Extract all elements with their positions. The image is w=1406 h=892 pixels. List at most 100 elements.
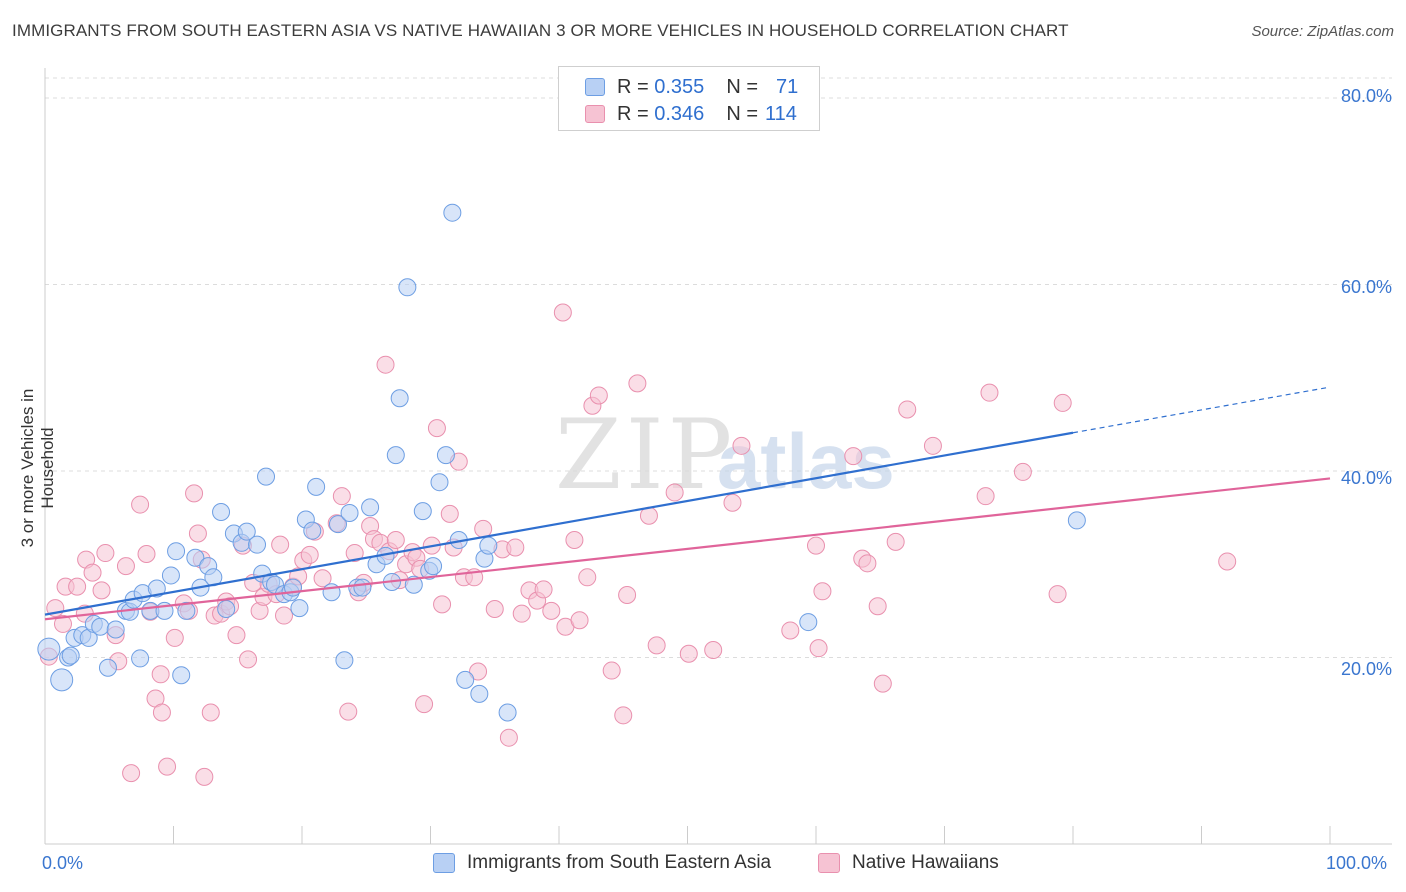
point-native-hawaiians — [339, 702, 358, 721]
point-native-hawaiians — [53, 614, 72, 633]
point-immigrants-south-eastern-asia — [237, 522, 256, 541]
point-native-hawaiians — [534, 580, 553, 599]
point-native-hawaiians — [300, 545, 319, 564]
point-immigrants-south-eastern-asia — [443, 203, 462, 222]
point-native-hawaiians — [499, 728, 518, 747]
point-native-hawaiians — [868, 597, 887, 616]
point-immigrants-south-eastern-asia — [390, 389, 409, 408]
point-native-hawaiians — [553, 303, 572, 322]
correlation-legend: R = 0.355 N = 71 R = 0.346 N = 114 — [558, 66, 820, 131]
point-native-hawaiians — [679, 644, 698, 663]
point-native-hawaiians — [275, 606, 294, 625]
point-native-hawaiians — [116, 557, 135, 576]
point-immigrants-south-eastern-asia — [212, 503, 231, 522]
point-immigrants-south-eastern-asia — [398, 278, 417, 297]
point-immigrants-south-eastern-asia — [436, 446, 455, 465]
point-native-hawaiians — [433, 595, 452, 614]
y-tick-label: 40.0% — [1340, 468, 1392, 488]
watermark: ZIP atlas — [555, 399, 895, 511]
point-native-hawaiians — [185, 484, 204, 503]
point-native-hawaiians — [386, 531, 405, 550]
point-immigrants-south-eastern-asia — [248, 535, 267, 554]
point-native-hawaiians — [96, 544, 115, 563]
gridlines — [45, 77, 1392, 658]
point-native-hawaiians — [1053, 393, 1072, 412]
legend-r-label: R = — [617, 102, 649, 125]
chart-title: IMMIGRANTS FROM SOUTH EASTERN ASIA VS NA… — [12, 21, 1069, 40]
point-immigrants-south-eastern-asia — [340, 503, 359, 522]
point-immigrants-south-eastern-asia — [131, 649, 150, 668]
y-tick-label: 20.0% — [1340, 659, 1392, 679]
blue-swatch-icon — [433, 853, 455, 873]
point-immigrants-south-eastern-asia — [91, 617, 110, 636]
legend-r-value: 0.355 — [654, 75, 705, 98]
source-label: Source: ZipAtlas.com — [1251, 23, 1394, 40]
point-native-hawaiians — [158, 757, 177, 776]
point-native-hawaiians — [542, 601, 561, 620]
point-native-hawaiians — [506, 538, 525, 557]
point-immigrants-south-eastern-asia — [147, 579, 166, 598]
point-native-hawaiians — [844, 447, 863, 466]
point-native-hawaiians — [589, 386, 608, 405]
point-immigrants-south-eastern-asia — [50, 668, 74, 692]
point-native-hawaiians — [188, 524, 207, 543]
y-tick-label: 80.0% — [1340, 86, 1392, 106]
point-immigrants-south-eastern-asia — [404, 575, 423, 594]
point-immigrants-south-eastern-asia — [413, 502, 432, 521]
point-native-hawaiians — [427, 419, 446, 438]
point-native-hawaiians — [239, 650, 258, 669]
bottom-legend-blue: Immigrants from South Eastern Asia — [433, 851, 771, 875]
legend-row-blue: R = 0.355 N = 71 — [585, 74, 798, 100]
point-immigrants-south-eastern-asia — [470, 684, 489, 703]
point-native-hawaiians — [578, 568, 597, 587]
point-native-hawaiians — [440, 504, 459, 523]
series-native-hawaiians — [39, 303, 1237, 786]
legend-n-label: N = — [726, 102, 758, 125]
point-native-hawaiians — [68, 577, 87, 596]
legend-n-value: 71 — [776, 75, 799, 98]
bottom-legend-label: Native Hawaiians — [852, 852, 999, 873]
point-native-hawaiians — [469, 662, 488, 681]
point-native-hawaiians — [980, 383, 999, 402]
point-native-hawaiians — [485, 600, 504, 619]
point-native-hawaiians — [151, 665, 170, 684]
point-native-hawaiians — [165, 628, 184, 647]
series-immigrants-south-eastern-asia — [37, 203, 1086, 722]
point-native-hawaiians — [92, 581, 111, 600]
point-native-hawaiians — [227, 626, 246, 645]
point-immigrants-south-eastern-asia — [430, 473, 449, 492]
point-immigrants-south-eastern-asia — [498, 703, 517, 722]
point-immigrants-south-eastern-asia — [424, 557, 443, 576]
point-native-hawaiians — [512, 604, 531, 623]
pink-swatch-icon — [818, 853, 840, 873]
bottom-legend-label: Immigrants from South Eastern Asia — [467, 852, 772, 873]
legend-n-label: N = — [726, 75, 758, 98]
point-immigrants-south-eastern-asia — [361, 498, 380, 517]
point-native-hawaiians — [345, 544, 364, 563]
point-immigrants-south-eastern-asia — [61, 646, 80, 665]
point-native-hawaiians — [976, 487, 995, 506]
point-native-hawaiians — [704, 641, 723, 660]
point-immigrants-south-eastern-asia — [353, 578, 372, 597]
point-immigrants-south-eastern-asia — [456, 670, 475, 689]
legend-row-pink: R = 0.346 N = 114 — [585, 101, 797, 127]
point-native-hawaiians — [122, 764, 141, 783]
point-native-hawaiians — [809, 639, 828, 658]
point-native-hawaiians — [665, 483, 684, 502]
blue-swatch-icon — [585, 78, 605, 96]
point-native-hawaiians — [201, 703, 220, 722]
point-native-hawaiians — [813, 582, 832, 601]
point-native-hawaiians — [781, 621, 800, 640]
point-immigrants-south-eastern-asia — [290, 599, 309, 618]
point-immigrants-south-eastern-asia — [307, 477, 326, 496]
bottom-legend-pink: Native Hawaiians — [818, 851, 999, 875]
trend-line-pink — [44, 477, 1331, 621]
point-native-hawaiians — [1048, 585, 1067, 604]
legend-r-label: R = — [617, 75, 649, 98]
point-native-hawaiians — [618, 586, 637, 605]
trend-line-blue-extension — [1072, 386, 1331, 434]
point-immigrants-south-eastern-asia — [257, 467, 276, 486]
point-native-hawaiians — [886, 532, 905, 551]
point-native-hawaiians — [195, 767, 214, 786]
point-native-hawaiians — [1013, 462, 1032, 481]
